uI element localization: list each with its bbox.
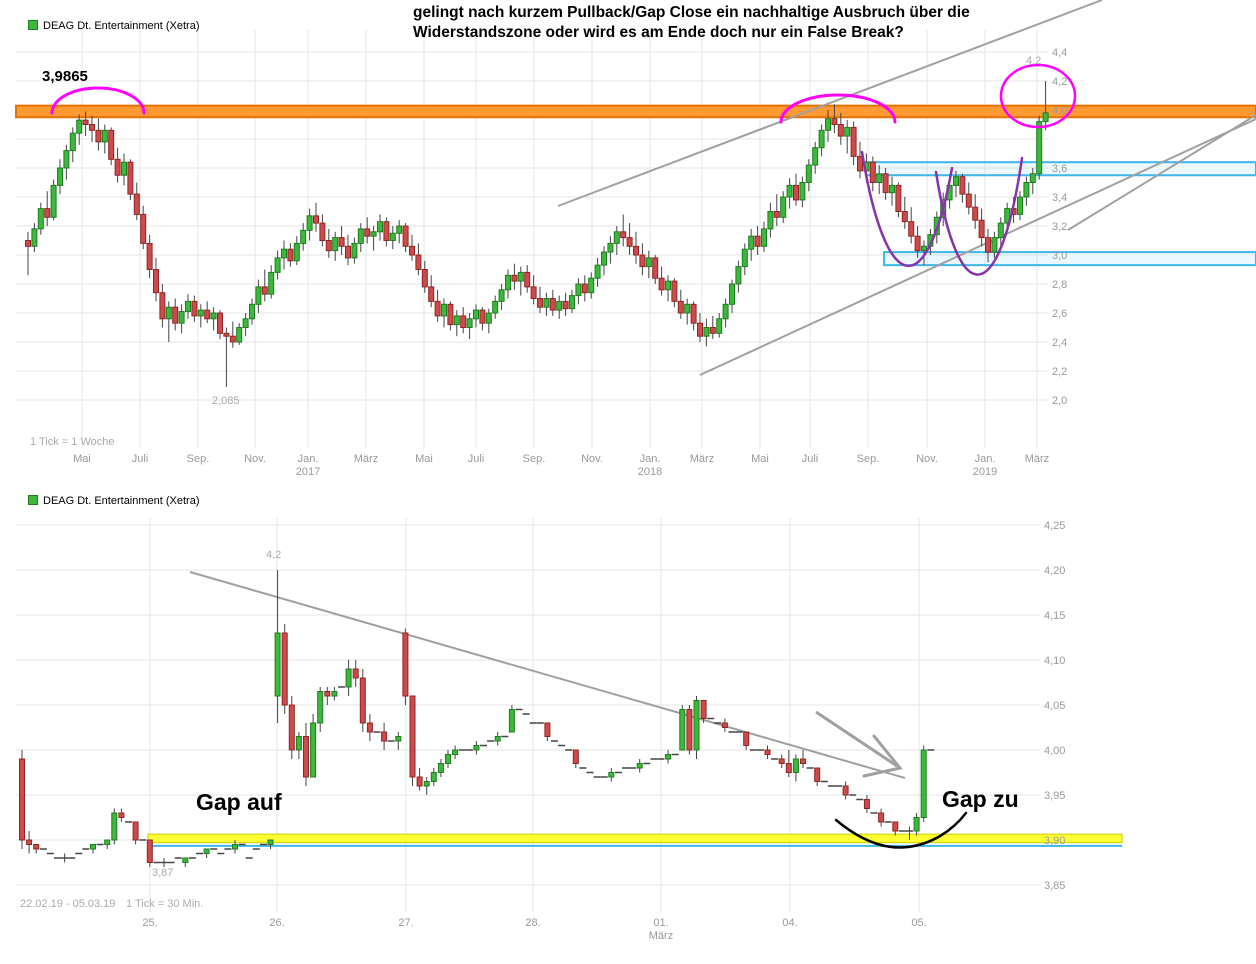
svg-text:2019: 2019 <box>973 466 997 478</box>
weekly-tick-note: 1 Tick = 1 Woche <box>30 436 115 448</box>
svg-text:26.: 26. <box>269 917 284 929</box>
svg-text:Jan.: Jan. <box>975 453 996 465</box>
weekly-grid <box>16 30 1048 448</box>
svg-text:4,05: 4,05 <box>1044 700 1065 712</box>
svg-text:25.: 25. <box>142 917 157 929</box>
svg-text:04.: 04. <box>782 917 797 929</box>
point-label: 4,2 <box>1026 55 1041 67</box>
svg-text:05.: 05. <box>911 917 926 929</box>
arrow-shaft <box>815 710 898 768</box>
svg-text:2018: 2018 <box>638 466 662 478</box>
svg-text:2,8: 2,8 <box>1052 279 1067 291</box>
breakout-circle <box>999 63 1077 129</box>
channel-lower-2 <box>1067 114 1256 231</box>
point-label: 4,2 <box>266 549 281 561</box>
gap-close-annotation: Gap zu <box>942 786 1019 812</box>
point-label: 3,87 <box>152 867 173 879</box>
svg-text:3,0: 3,0 <box>1052 250 1067 262</box>
weekly-candles <box>25 81 1049 387</box>
svg-text:4,10: 4,10 <box>1044 655 1065 667</box>
svg-text:Sep.: Sep. <box>857 453 880 465</box>
svg-text:Nov.: Nov. <box>916 453 938 465</box>
svg-text:28.: 28. <box>525 917 540 929</box>
svg-text:4,4: 4,4 <box>1052 47 1067 59</box>
chart-title-line-1: gelingt nach kurzem Pullback/Gap Close e… <box>413 4 970 21</box>
svg-text:4,20: 4,20 <box>1044 565 1065 577</box>
support-zone-lower <box>883 251 1256 267</box>
svg-text:3,95: 3,95 <box>1044 790 1065 802</box>
intraday-chart-legend: DEAG Dt. Entertainment (Xetra) <box>28 495 200 507</box>
downtrend-line <box>189 571 906 779</box>
gap-zone <box>147 833 1123 844</box>
svg-text:Jan.: Jan. <box>298 453 319 465</box>
intraday-chart: 4,25 4,20 4,15 4,10 4,05 4,00 3,95 3,90 3,85 25. 2… <box>16 518 1123 942</box>
intraday-axis-labels: 4,25 4,20 4,15 4,10 4,05 4,00 3,95 3,90 3,85 25. 2… <box>142 520 1065 942</box>
svg-text:4,25: 4,25 <box>1044 520 1065 532</box>
arrow-head <box>862 734 903 778</box>
legend-square-icon <box>28 495 38 505</box>
intraday-candles <box>19 570 935 867</box>
svg-text:2017: 2017 <box>296 466 320 478</box>
svg-text:4,00: 4,00 <box>1044 745 1065 757</box>
legend-square-icon <box>28 20 38 30</box>
intraday-tick-note: 1 Tick = 30 Min. <box>126 898 204 910</box>
rounding-top-2016 <box>50 86 146 115</box>
weekly-chart: 4,4 4,2 4,0 3,6 3,4 3,2 3,0 2,8 2,6 2,4 2,2 2,0 Mai J… <box>15 0 1256 478</box>
svg-text:3,2: 3,2 <box>1052 221 1067 233</box>
svg-text:3,4: 3,4 <box>1052 192 1067 204</box>
svg-text:3,90: 3,90 <box>1044 835 1065 847</box>
svg-text:Juli: Juli <box>132 453 149 465</box>
weekly-chart-legend: DEAG Dt. Entertainment (Xetra) <box>28 20 200 32</box>
svg-text:2,4: 2,4 <box>1052 337 1067 349</box>
svg-text:März: März <box>1025 453 1049 465</box>
channel-upper <box>557 0 1103 207</box>
channel-lower <box>699 118 1256 376</box>
svg-text:3,6: 3,6 <box>1052 163 1067 175</box>
svg-text:4,15: 4,15 <box>1044 610 1065 622</box>
svg-text:Mai: Mai <box>415 453 433 465</box>
resistance-zone <box>15 104 1256 119</box>
svg-text:3,85: 3,85 <box>1044 880 1065 892</box>
svg-text:Sep.: Sep. <box>187 453 210 465</box>
svg-text:Nov.: Nov. <box>244 453 266 465</box>
svg-text:Mai: Mai <box>751 453 769 465</box>
svg-text:März: März <box>354 453 378 465</box>
gap-close-arc <box>834 811 968 849</box>
chart-title: gelingt nach kurzem Pullback/Gap Close e… <box>413 3 970 43</box>
weekly-legend-label: DEAG Dt. Entertainment (Xetra) <box>43 20 200 32</box>
svg-text:März: März <box>690 453 714 465</box>
svg-text:4,2: 4,2 <box>1052 76 1067 88</box>
weekly-axis-labels: 4,4 4,2 4,0 3,6 3,4 3,2 3,0 2,8 2,6 2,4 2,2 2,0 Mai J… <box>73 47 1067 478</box>
svg-text:Sep.: Sep. <box>523 453 546 465</box>
svg-text:2,6: 2,6 <box>1052 308 1067 320</box>
svg-text:Juli: Juli <box>802 453 819 465</box>
gap-open-annotation: Gap auf <box>196 789 282 815</box>
svg-text:Nov.: Nov. <box>581 453 603 465</box>
chart-title-line-2: Widerstandszone oder wird es am Ende doc… <box>413 24 904 41</box>
intraday-legend-label: DEAG Dt. Entertainment (Xetra) <box>43 495 200 507</box>
w-bottom-left <box>860 150 954 268</box>
svg-text:Mai: Mai <box>73 453 91 465</box>
svg-text:Juli: Juli <box>468 453 485 465</box>
svg-text:Jan.: Jan. <box>640 453 661 465</box>
last-price-label: 3,9865 <box>42 68 88 85</box>
svg-text:01.: 01. <box>653 917 668 929</box>
svg-text:2,2: 2,2 <box>1052 366 1067 378</box>
rounding-top-2018 <box>779 93 897 124</box>
point-label: 2,085 <box>212 395 240 407</box>
intraday-date-range: 22.02.19 - 05.03.19 <box>20 898 116 910</box>
svg-text:2,0: 2,0 <box>1052 395 1067 407</box>
svg-text:März: März <box>649 930 673 942</box>
svg-text:4,0: 4,0 <box>1052 105 1067 117</box>
svg-text:27.: 27. <box>398 917 413 929</box>
w-bottom-right <box>934 156 1024 276</box>
intraday-grid <box>16 518 1040 912</box>
